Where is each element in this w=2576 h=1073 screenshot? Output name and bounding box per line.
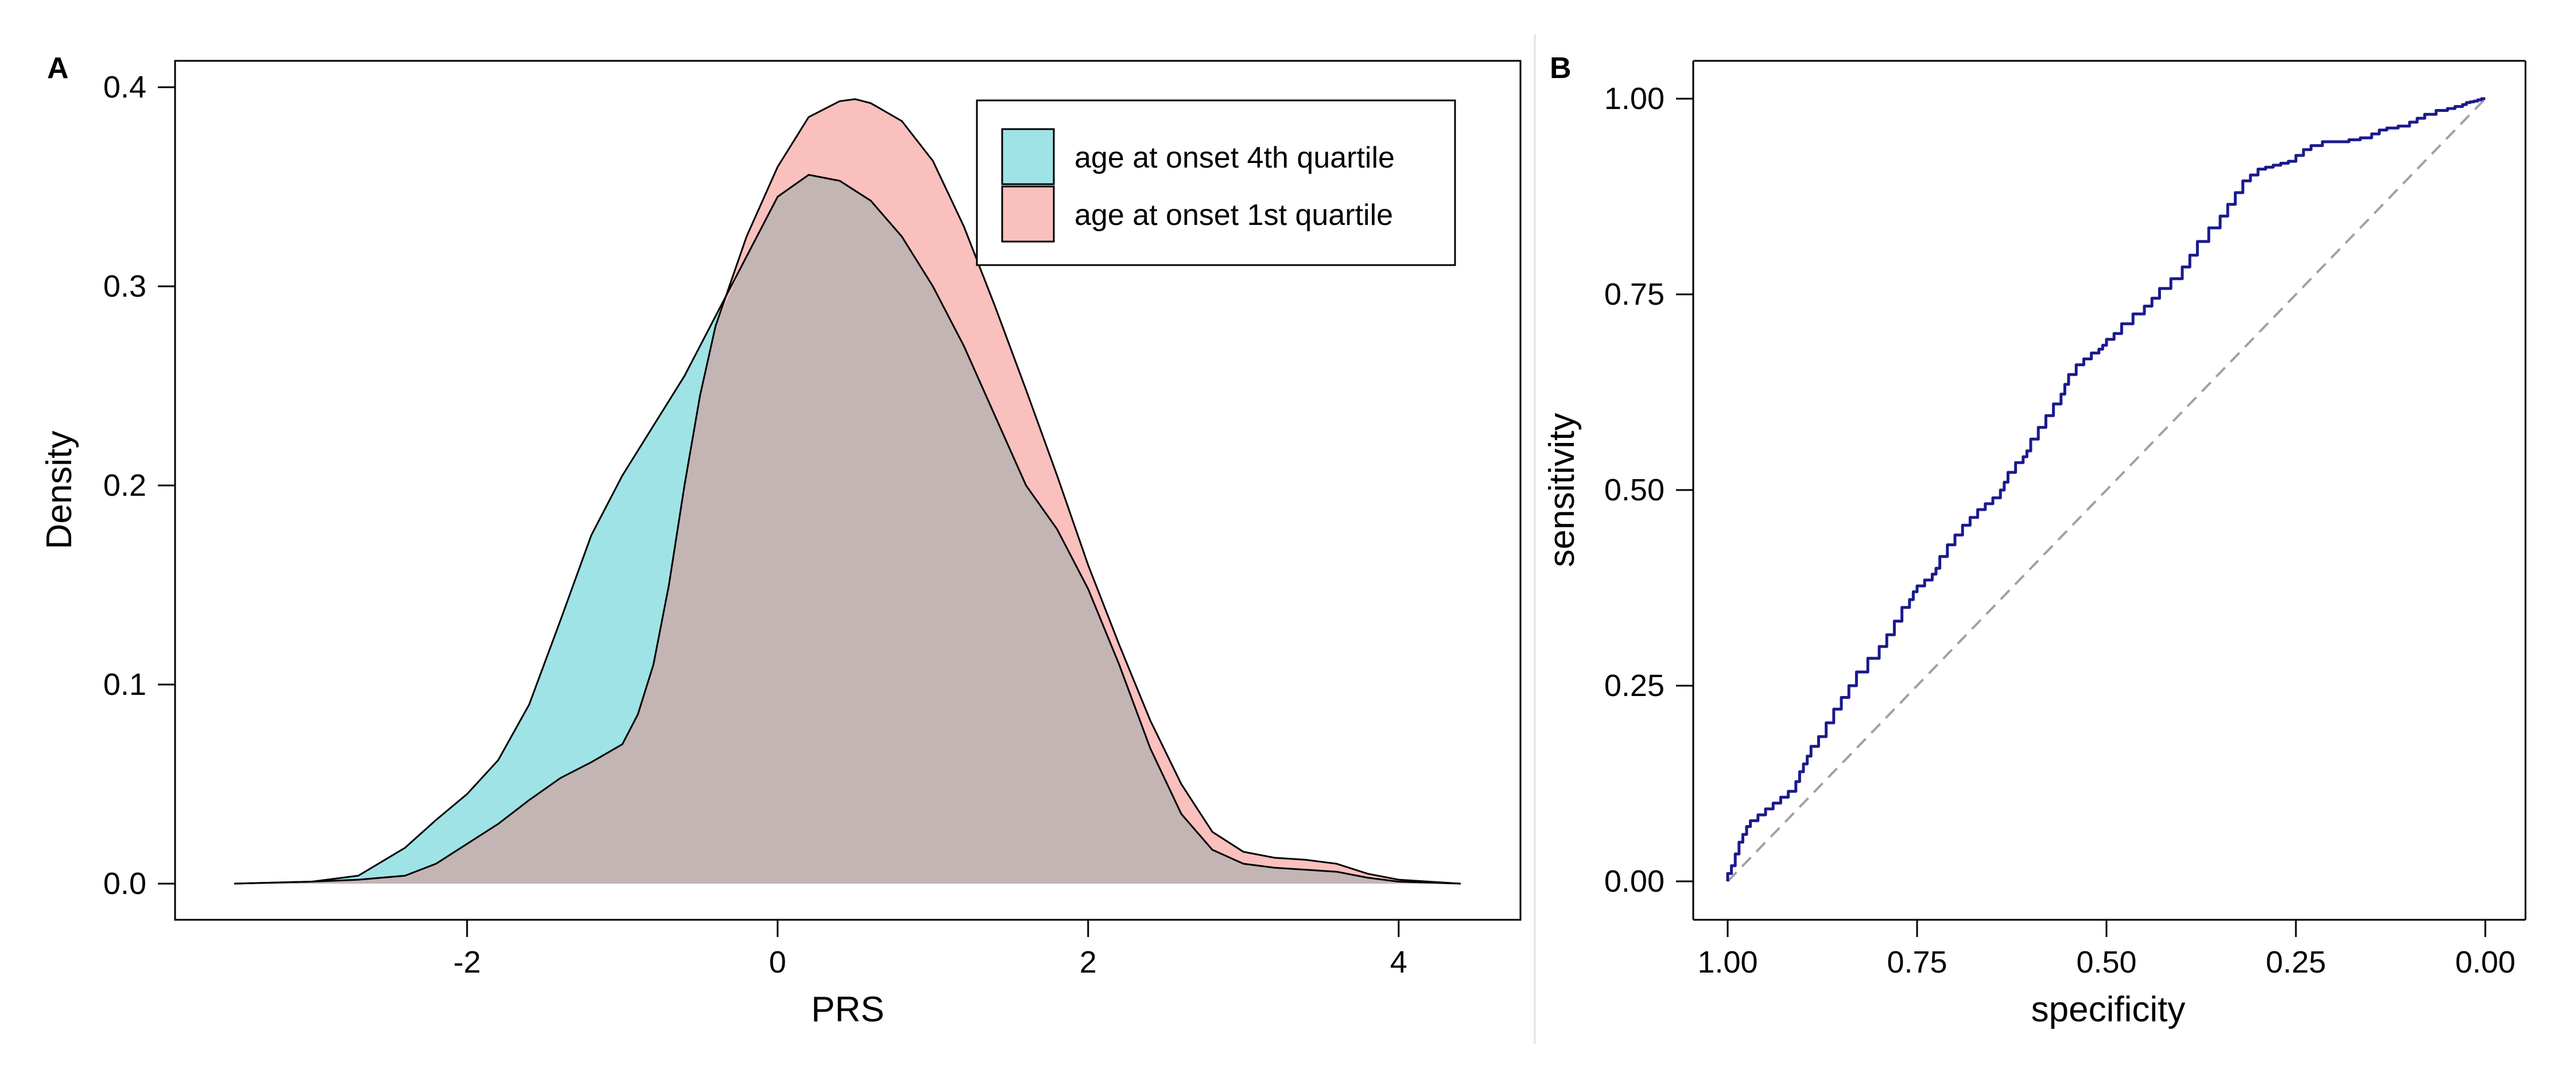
x-tick-label-b: 0.25 <box>2265 945 2326 979</box>
y-tick-label-a: 0.0 <box>103 866 146 901</box>
panel-a-density-plot: A 0.0 0.1 0.2 0.3 0.4 -2 0 2 4 PRS Density age … <box>40 52 1522 1029</box>
legend-swatch-1st-quartile <box>1001 185 1055 243</box>
y-tick-label-b: 0.50 <box>1604 473 1665 507</box>
density-overlap-area <box>234 174 1461 884</box>
legend: age at onset 4th quartile age at onset 1… <box>976 99 1456 266</box>
legend-box <box>976 99 1456 266</box>
plot-frame-b <box>1692 60 2527 921</box>
density-outline-4th-quartile <box>234 174 1461 885</box>
y-tick-label-a: 0.3 <box>103 269 146 304</box>
legend-swatch-4th-quartile <box>1001 128 1055 185</box>
y-tick-label-a: 0.2 <box>103 468 146 503</box>
x-tick-label-a: 2 <box>1080 945 1097 979</box>
y-axis-a: 0.0 0.1 0.2 0.3 0.4 <box>103 70 175 901</box>
x-tick-label-a: 4 <box>1390 945 1407 979</box>
x-axis-a: -2 0 2 4 <box>453 920 1407 979</box>
y-tick-label-b: 0.25 <box>1604 668 1665 703</box>
x-tick-label-b: 0.00 <box>2455 945 2515 979</box>
y-tick-label-a: 0.4 <box>103 70 146 104</box>
y-axis-label-b: sensitivity <box>1542 413 1582 567</box>
panel-a-letter: A <box>47 52 69 85</box>
y-tick-label-b: 0.75 <box>1604 277 1665 312</box>
x-tick-label-a: 0 <box>769 945 786 979</box>
x-axis-label-b: specificity <box>2031 990 2186 1029</box>
y-tick-label-a: 0.1 <box>103 667 146 702</box>
y-axis-b: 0.00 0.25 0.50 0.75 1.00 <box>1604 81 1693 899</box>
panel-b-letter: B <box>1550 52 1572 85</box>
panel-b-roc-plot: B 0.000.250.500.751.00 1.00 0.75 0.50 0.25 0… <box>1542 52 2527 1029</box>
roc-curve-line <box>1726 97 2485 881</box>
y-tick-label-b: 0.00 <box>1604 864 1665 899</box>
x-axis-label-a: PRS <box>811 990 884 1029</box>
y-axis-label-a: Density <box>40 431 79 550</box>
chance-diagonal-line <box>1727 98 2486 882</box>
x-axis-b: 1.00 0.75 0.50 0.25 0.00 <box>1697 920 2516 979</box>
x-tick-label-b: 1.00 <box>1697 945 1758 979</box>
density-areas <box>234 98 1461 885</box>
legend-label-4th-quartile: age at onset 4th quartile <box>1074 141 1395 174</box>
plot-frame-a <box>174 60 1522 921</box>
x-tick-label-b: 0.75 <box>1887 945 1947 979</box>
density-outline-1st-quartile <box>234 98 1461 885</box>
x-tick-label-b: 0.50 <box>2076 945 2136 979</box>
roc-lines <box>1726 97 2486 882</box>
y-tick-label-b: 1.00 <box>1604 81 1665 116</box>
x-tick-label-a: -2 <box>453 945 481 979</box>
legend-label-1st-quartile: age at onset 1st quartile <box>1074 199 1393 232</box>
